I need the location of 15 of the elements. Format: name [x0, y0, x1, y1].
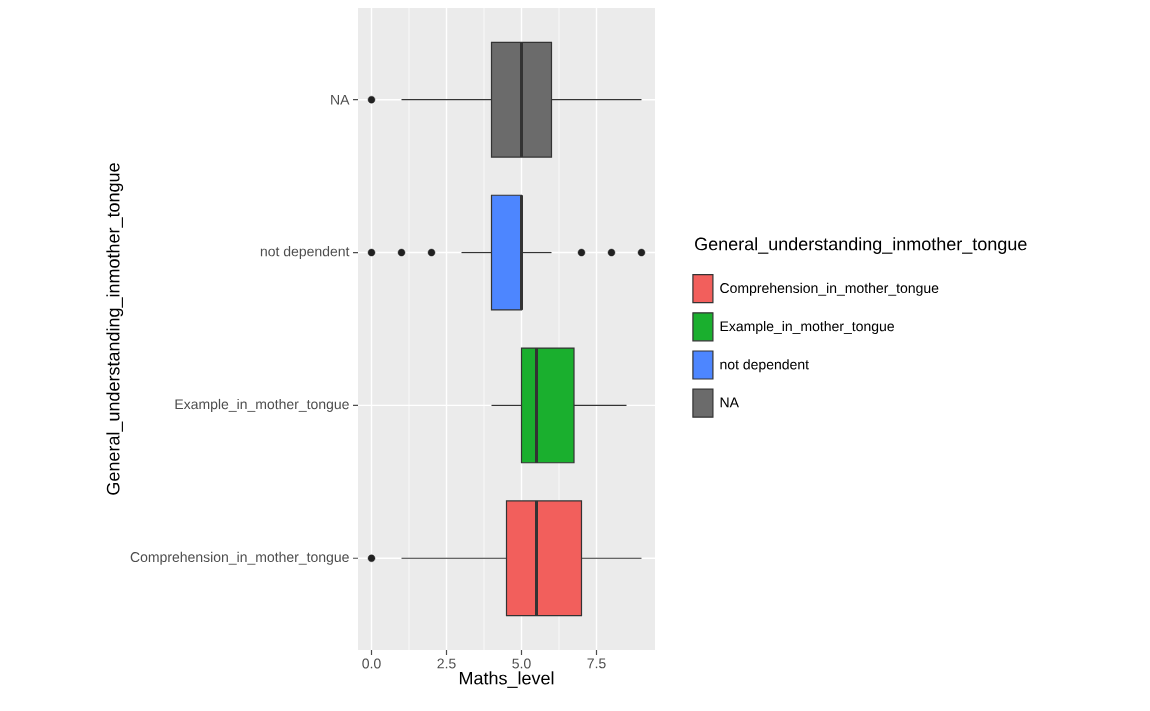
legend-label: NA — [720, 397, 739, 408]
y-tick-label: Comprehension_in_mother_tongue — [130, 551, 349, 565]
y-tick-label: not dependent — [260, 246, 350, 260]
x-tick-label: 5.0 — [512, 658, 531, 669]
legend-title: General_understanding_inmother_tongue — [695, 237, 1027, 254]
y-axis-title: General_understanding_inmother_tongue — [106, 163, 124, 495]
legend-label: Comprehension_in_mother_tongue — [720, 282, 939, 296]
y-tick-label: Example_in_mother_tongue — [175, 398, 349, 412]
x-tick-label: 0.0 — [362, 658, 381, 669]
x-axis-title: Maths_level — [459, 671, 554, 688]
legend-label: not dependent — [720, 359, 809, 373]
x-tick-label: 7.5 — [587, 658, 606, 669]
legend-label: Example_in_mother_tongue — [720, 320, 894, 334]
y-tick-label: NA — [331, 94, 350, 105]
x-tick-label: 2.5 — [437, 658, 456, 669]
